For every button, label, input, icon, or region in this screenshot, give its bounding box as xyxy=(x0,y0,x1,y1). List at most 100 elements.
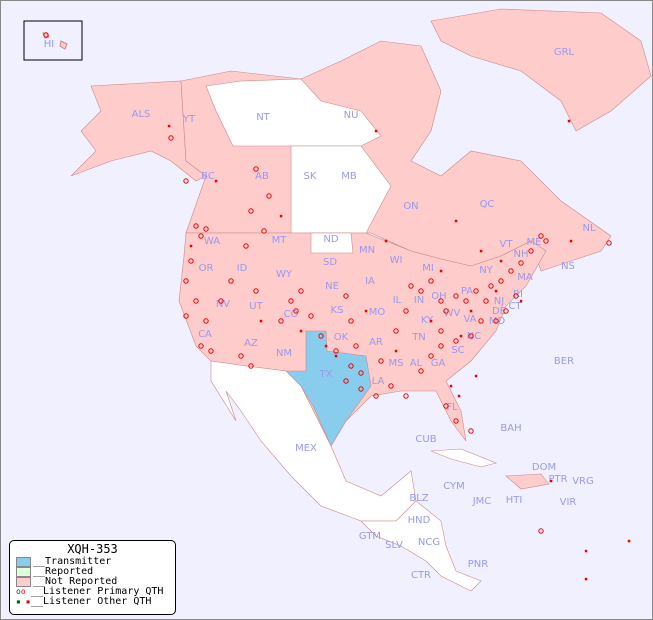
listener-primary-marker xyxy=(353,343,359,349)
listener-primary-marker xyxy=(203,318,209,324)
region-label-nc: NC xyxy=(467,331,481,342)
listener-primary-marker xyxy=(418,288,424,294)
listener-other-marker xyxy=(214,179,218,183)
listener-primary-marker xyxy=(428,353,434,359)
listener-primary-marker xyxy=(253,288,259,294)
listener-primary-marker xyxy=(443,403,449,409)
reported-swatch xyxy=(16,567,31,577)
listener-primary-marker xyxy=(468,333,474,339)
listener-primary-marker xyxy=(168,135,174,141)
region-label-nm: NM xyxy=(276,348,292,359)
listener-primary-marker xyxy=(478,318,484,324)
listener-other-marker xyxy=(429,319,433,323)
region-label-wa: WA xyxy=(204,236,220,247)
region-label-ny: NY xyxy=(479,265,493,276)
legend-reported: __Reported xyxy=(10,567,175,577)
listener-primary-marker xyxy=(183,178,189,184)
region-label-nu: NU xyxy=(344,110,359,121)
listener-primary-marker xyxy=(183,278,189,284)
region-hispaniola xyxy=(505,473,550,490)
region-label-ok: OK xyxy=(334,332,349,343)
region-hawaii-inset xyxy=(23,20,83,61)
listener-primary-marker xyxy=(253,166,259,172)
region-label-wy: WY xyxy=(276,269,293,280)
listener-primary-marker xyxy=(308,313,314,319)
not-reported-swatch xyxy=(16,577,31,587)
region-label-nj: NJ xyxy=(494,296,504,307)
listener-primary-marker xyxy=(468,428,474,434)
region-label-mn: MN xyxy=(359,245,375,256)
region-label-hti: HTI xyxy=(506,495,523,506)
listener-primary-marker xyxy=(218,298,224,304)
listener-primary-marker xyxy=(538,233,544,239)
region-label-bah: BAH xyxy=(500,423,521,434)
region-sk-mb xyxy=(290,145,392,234)
listener-primary-marker xyxy=(333,348,339,354)
listener-primary-marker xyxy=(373,393,379,399)
region-label-nt: NT xyxy=(256,112,270,123)
region-label-mo: MO xyxy=(369,307,386,318)
region-texas-transmitter xyxy=(285,330,372,447)
listener-other-marker xyxy=(567,119,571,123)
region-label-ma: MA xyxy=(517,272,533,283)
listener-primary-marker xyxy=(403,393,409,399)
region-label-hi: HI xyxy=(44,39,54,50)
listener-primary-marker xyxy=(453,338,459,344)
region-label-cym: CYM xyxy=(443,481,465,492)
region-label-vt: VT xyxy=(500,239,514,250)
listener-other-marker xyxy=(457,394,461,398)
listener-primary-marker xyxy=(248,208,254,214)
region-label-ms: MS xyxy=(389,358,404,369)
listener-primary-marker xyxy=(238,353,244,359)
listener-primary-marker xyxy=(193,223,199,229)
listener-primary-marker xyxy=(343,378,349,384)
region-label-al: AL xyxy=(410,358,423,369)
region-label-on: ON xyxy=(403,201,418,212)
listener-primary-marker xyxy=(483,298,489,304)
listener-primary-marker xyxy=(443,308,449,314)
listener-primary-marker xyxy=(403,308,409,314)
listener-primary-marker xyxy=(503,308,509,314)
region-label-dom: DOM xyxy=(532,462,556,473)
listener-other-marker xyxy=(459,334,463,338)
region-label-ne: NE xyxy=(325,281,339,292)
listener-other-marker xyxy=(494,289,498,293)
listener-primary-marker xyxy=(278,318,284,324)
listener-other-marker xyxy=(479,249,483,253)
region-label-ks: KS xyxy=(331,305,344,316)
listener-primary-marker xyxy=(513,293,519,299)
listener-primary-marker xyxy=(198,233,204,239)
listener-primary-marker xyxy=(438,298,444,304)
listener-other-marker xyxy=(474,374,478,378)
listener-primary-marker xyxy=(188,258,194,264)
listener-primary-marker xyxy=(243,243,249,249)
listener-primary-marker xyxy=(183,313,189,319)
region-label-sd: SD xyxy=(323,257,337,268)
region-label-wv: WV xyxy=(444,308,461,319)
legend-label: __Listener Other QTH xyxy=(31,596,152,607)
region-label-bc: BC xyxy=(201,171,215,182)
transmitter-swatch xyxy=(16,557,31,567)
listener-primary-marker xyxy=(606,240,612,246)
listener-other-marker xyxy=(189,244,193,248)
legend-label: __Listener Primary QTH xyxy=(31,586,164,597)
region-label-id: ID xyxy=(237,263,248,274)
region-label-hnd: HND xyxy=(408,515,431,526)
listener-primary-marker xyxy=(203,226,209,232)
listener-primary-marker xyxy=(228,278,234,284)
listener-primary-marker xyxy=(348,363,354,369)
legend-other: ▪ ▪ __Listener Other QTH xyxy=(10,597,175,607)
region-label-fl: FL xyxy=(446,402,458,413)
listener-primary-marker xyxy=(198,343,204,349)
listener-other-marker xyxy=(324,344,328,348)
listener-primary-marker xyxy=(528,248,534,254)
region-label-ns: NS xyxy=(561,261,575,272)
region-label-vrg: VRG xyxy=(572,476,594,487)
region-label-pnr: PNR xyxy=(468,559,489,570)
listener-primary-marker xyxy=(408,283,414,289)
listener-primary-marker xyxy=(348,318,354,324)
listener-other-marker xyxy=(519,299,523,303)
region-label-mex: MEX xyxy=(295,443,317,454)
listener-primary-marker xyxy=(488,283,494,289)
